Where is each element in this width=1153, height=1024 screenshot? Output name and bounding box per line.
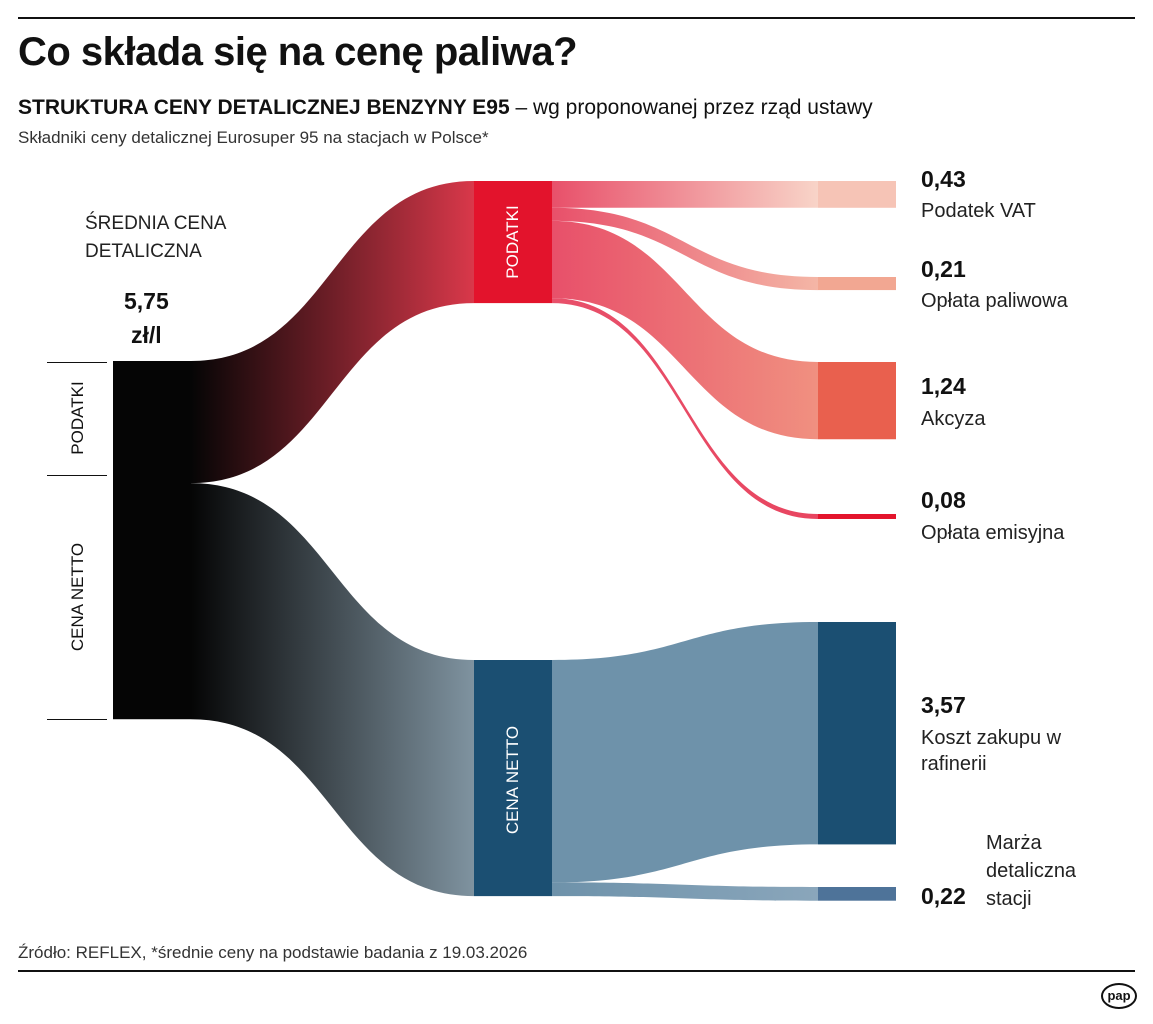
label-emission: Opłata emisyjna [921,522,1065,544]
bracket-line [47,362,107,363]
left-heading: ŚREDNIA CENA DETALICZNA [85,210,226,266]
label-excise: Akcyza [921,408,986,430]
node-taxes [474,181,552,304]
node-net [474,660,552,897]
link-net-margin [552,882,818,901]
bottom-rule [18,970,1135,972]
value-excise: 1,24 [921,373,966,399]
label-vat: Podatek VAT [921,200,1036,222]
left-heading-line2: DETALICZNA [85,241,202,262]
bracket-line [47,719,107,720]
node-total [113,361,191,720]
source-note: Źródło: REFLEX, *średnie ceny na podstaw… [18,943,528,962]
node-label-taxes: PODATKI [503,205,522,279]
link-total-taxes [191,181,474,484]
node-fuel_fee [818,277,896,291]
value-fuel-fee: 0,21 [921,256,966,282]
page-title: Co składa się na cenę paliwa? [18,30,578,74]
left-heading-line1: ŚREDNIA CENA [85,213,227,234]
node-label-net: CENA NETTO [503,725,522,835]
bracket-label-net: CENA NETTO [68,542,87,652]
node-emission [818,514,896,519]
node-vat [818,181,896,208]
pap-logo: pap [1101,983,1137,1009]
link-total-net [191,483,474,897]
link-taxes-excise [552,220,818,440]
label-refinery: Koszt zakupu w rafinerii [921,727,1062,775]
subtitle: STRUKTURA CENY DETALICZNEJ BENZYNY E95 –… [18,96,873,120]
value-refinery: 3,57 [921,692,966,718]
bracket-line [47,475,107,476]
label-fuel-fee: Opłata paliwowa [921,290,1068,312]
bracket-label-taxes: PODATKI [68,381,87,455]
subtitle-rest: – wg proponowanej przez rząd ustawy [509,96,873,119]
node-refinery [818,622,896,845]
value-margin: 0,22 [921,883,966,909]
description: Składniki ceny detalicznej Eurosuper 95 … [18,128,489,147]
total-price: 5,75 [124,288,169,314]
node-margin [818,887,896,901]
node-excise [818,362,896,440]
total-unit: zł/l [131,322,162,348]
value-vat: 0,43 [921,166,966,192]
link-net-refinery [552,622,818,883]
link-taxes-emission [552,298,818,519]
value-emission: 0,08 [921,487,966,513]
top-rule [18,17,1135,19]
label-margin: Marża detaliczna stacji [986,832,1077,910]
link-taxes-fuel_fee [552,207,818,291]
link-taxes-vat [552,181,818,208]
subtitle-bold: STRUKTURA CENY DETALICZNEJ BENZYNY E95 [18,96,510,119]
